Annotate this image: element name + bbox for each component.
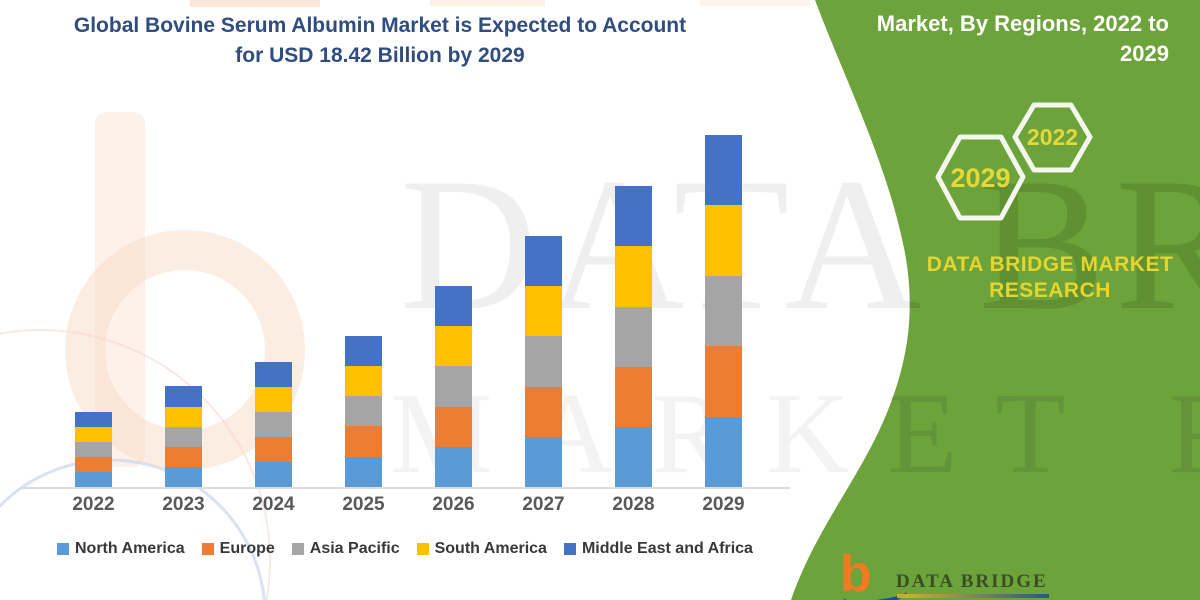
bar-segment [345, 365, 382, 397]
bar-segment [255, 361, 292, 387]
bar-segment [75, 442, 112, 458]
hexagon-2022-label: 2022 [1026, 124, 1079, 150]
stacked-bar-2025 [345, 335, 382, 487]
x-axis-line [20, 487, 790, 489]
bar-segment [525, 436, 562, 487]
x-axis-label: 2029 [702, 494, 745, 515]
bar-segment [75, 472, 112, 487]
page-title: Global Bovine Serum Albumin Market is Ex… [55, 11, 705, 71]
legend-item: North America [57, 540, 185, 558]
bar-segment [435, 446, 472, 487]
legend-label: South America [434, 540, 547, 557]
bar-segment [165, 386, 202, 407]
hexagon-2029-label: 2029 [950, 163, 1011, 193]
legend-item: South America [416, 540, 547, 558]
stacked-bar-2029 [705, 134, 742, 487]
x-axis-label: 2023 [162, 494, 205, 515]
panel-heading-line1: Market, By Regions, 2022 to [876, 11, 1169, 36]
x-axis-label: 2026 [432, 494, 475, 515]
hexagon-2029 [935, 134, 1026, 221]
x-axis-label: 2028 [612, 494, 655, 515]
x-axis-label: 2027 [522, 494, 565, 515]
footer-brand-text: DATA BRIDGE [896, 571, 1048, 592]
stacked-bar-2026 [435, 285, 472, 487]
stacked-bar-2023 [165, 386, 202, 487]
bar-segment [165, 466, 202, 487]
bar-segment [255, 386, 292, 412]
watermark-text-dark-line1: DATA BRIDGE [400, 140, 1200, 350]
page-title-line1: Global Bovine Serum Albumin Market is Ex… [73, 14, 687, 37]
bar-segment [615, 186, 652, 247]
bar-segment [75, 427, 112, 443]
bar-segment [705, 346, 742, 417]
watermark-text-dark-line2: MARKET RESEARCH [390, 370, 1200, 497]
bar-segment [705, 205, 742, 276]
bar-segment [705, 275, 742, 346]
bar-segment [165, 426, 202, 447]
bar-segment [255, 461, 292, 487]
bar-segment [255, 436, 292, 462]
legend-label: Asia Pacific [309, 540, 400, 557]
decor-arc-pink [0, 329, 271, 600]
stacked-bar-2024 [255, 361, 292, 487]
bar-segment [615, 306, 652, 367]
x-axis-labels: 2022 2023 2024 2025 2026 2027 2028 2029 [0, 494, 800, 520]
legend-label: Middle East and Africa [581, 540, 753, 557]
panel-heading-line2: 2029 [1120, 40, 1169, 66]
bar-segment [345, 335, 382, 366]
bar-segment [75, 457, 112, 473]
x-axis-label: 2025 [342, 494, 385, 515]
bar-segment [435, 366, 472, 407]
legend-item: Europe [201, 540, 275, 558]
footer-logo-underline [897, 594, 1049, 598]
bar-segment [525, 386, 562, 437]
stacked-bar-2028 [615, 186, 652, 487]
green-panel-shape [791, 0, 1200, 600]
stacked-bar-2022 [75, 412, 112, 487]
bar-segment [435, 285, 472, 327]
bar-chart-plot [75, 134, 742, 487]
bar-segment [525, 286, 562, 337]
bar-segment [525, 336, 562, 387]
legend-item: Asia Pacific [291, 540, 400, 558]
bar-segment [615, 246, 652, 307]
legend-label: North America [75, 540, 185, 557]
decor-strip [190, 0, 320, 7]
bar-segment [435, 326, 472, 367]
bar-segment [615, 426, 652, 487]
legend-swatch-icon [563, 543, 576, 555]
legend-swatch-icon [57, 543, 69, 555]
bar-segment [345, 396, 382, 427]
bar-segment [165, 406, 202, 427]
legend-swatch-icon [291, 543, 304, 555]
brand-caption: DATA BRIDGE MARKET RESEARCH [926, 253, 1174, 303]
hexagon-2022 [1012, 102, 1093, 173]
legend-label: Europe [219, 540, 275, 557]
bar-segment [345, 426, 382, 457]
bar-segment [705, 416, 742, 487]
footer-logo-b-icon: b [840, 545, 872, 600]
decor-strip [430, 0, 545, 6]
decor-strip [700, 0, 810, 6]
legend-swatch-icon [416, 543, 429, 555]
chart-legend: North America Europe Asia Pacific South Ame… [57, 540, 753, 558]
x-axis-label: 2024 [252, 494, 295, 515]
bar-segment [435, 406, 472, 447]
bar-segment [705, 134, 742, 205]
bar-segment [165, 446, 202, 467]
logo-ghost-b-stem [95, 112, 145, 467]
legend-item: Middle East and Africa [563, 540, 753, 558]
page-title-line2: for USD 18.42 Billion by 2029 [235, 43, 525, 67]
bar-segment [255, 411, 292, 437]
bar-segment [75, 412, 112, 428]
x-axis-label: 2022 [72, 494, 115, 515]
stacked-bar-2027 [525, 236, 562, 487]
bar-segment [525, 236, 562, 287]
panel-heading: Market, By Regions, 2022 to 2029 [769, 9, 1169, 68]
bar-segment [615, 366, 652, 427]
bar-segment [345, 456, 382, 487]
legend-swatch-icon [201, 543, 214, 555]
